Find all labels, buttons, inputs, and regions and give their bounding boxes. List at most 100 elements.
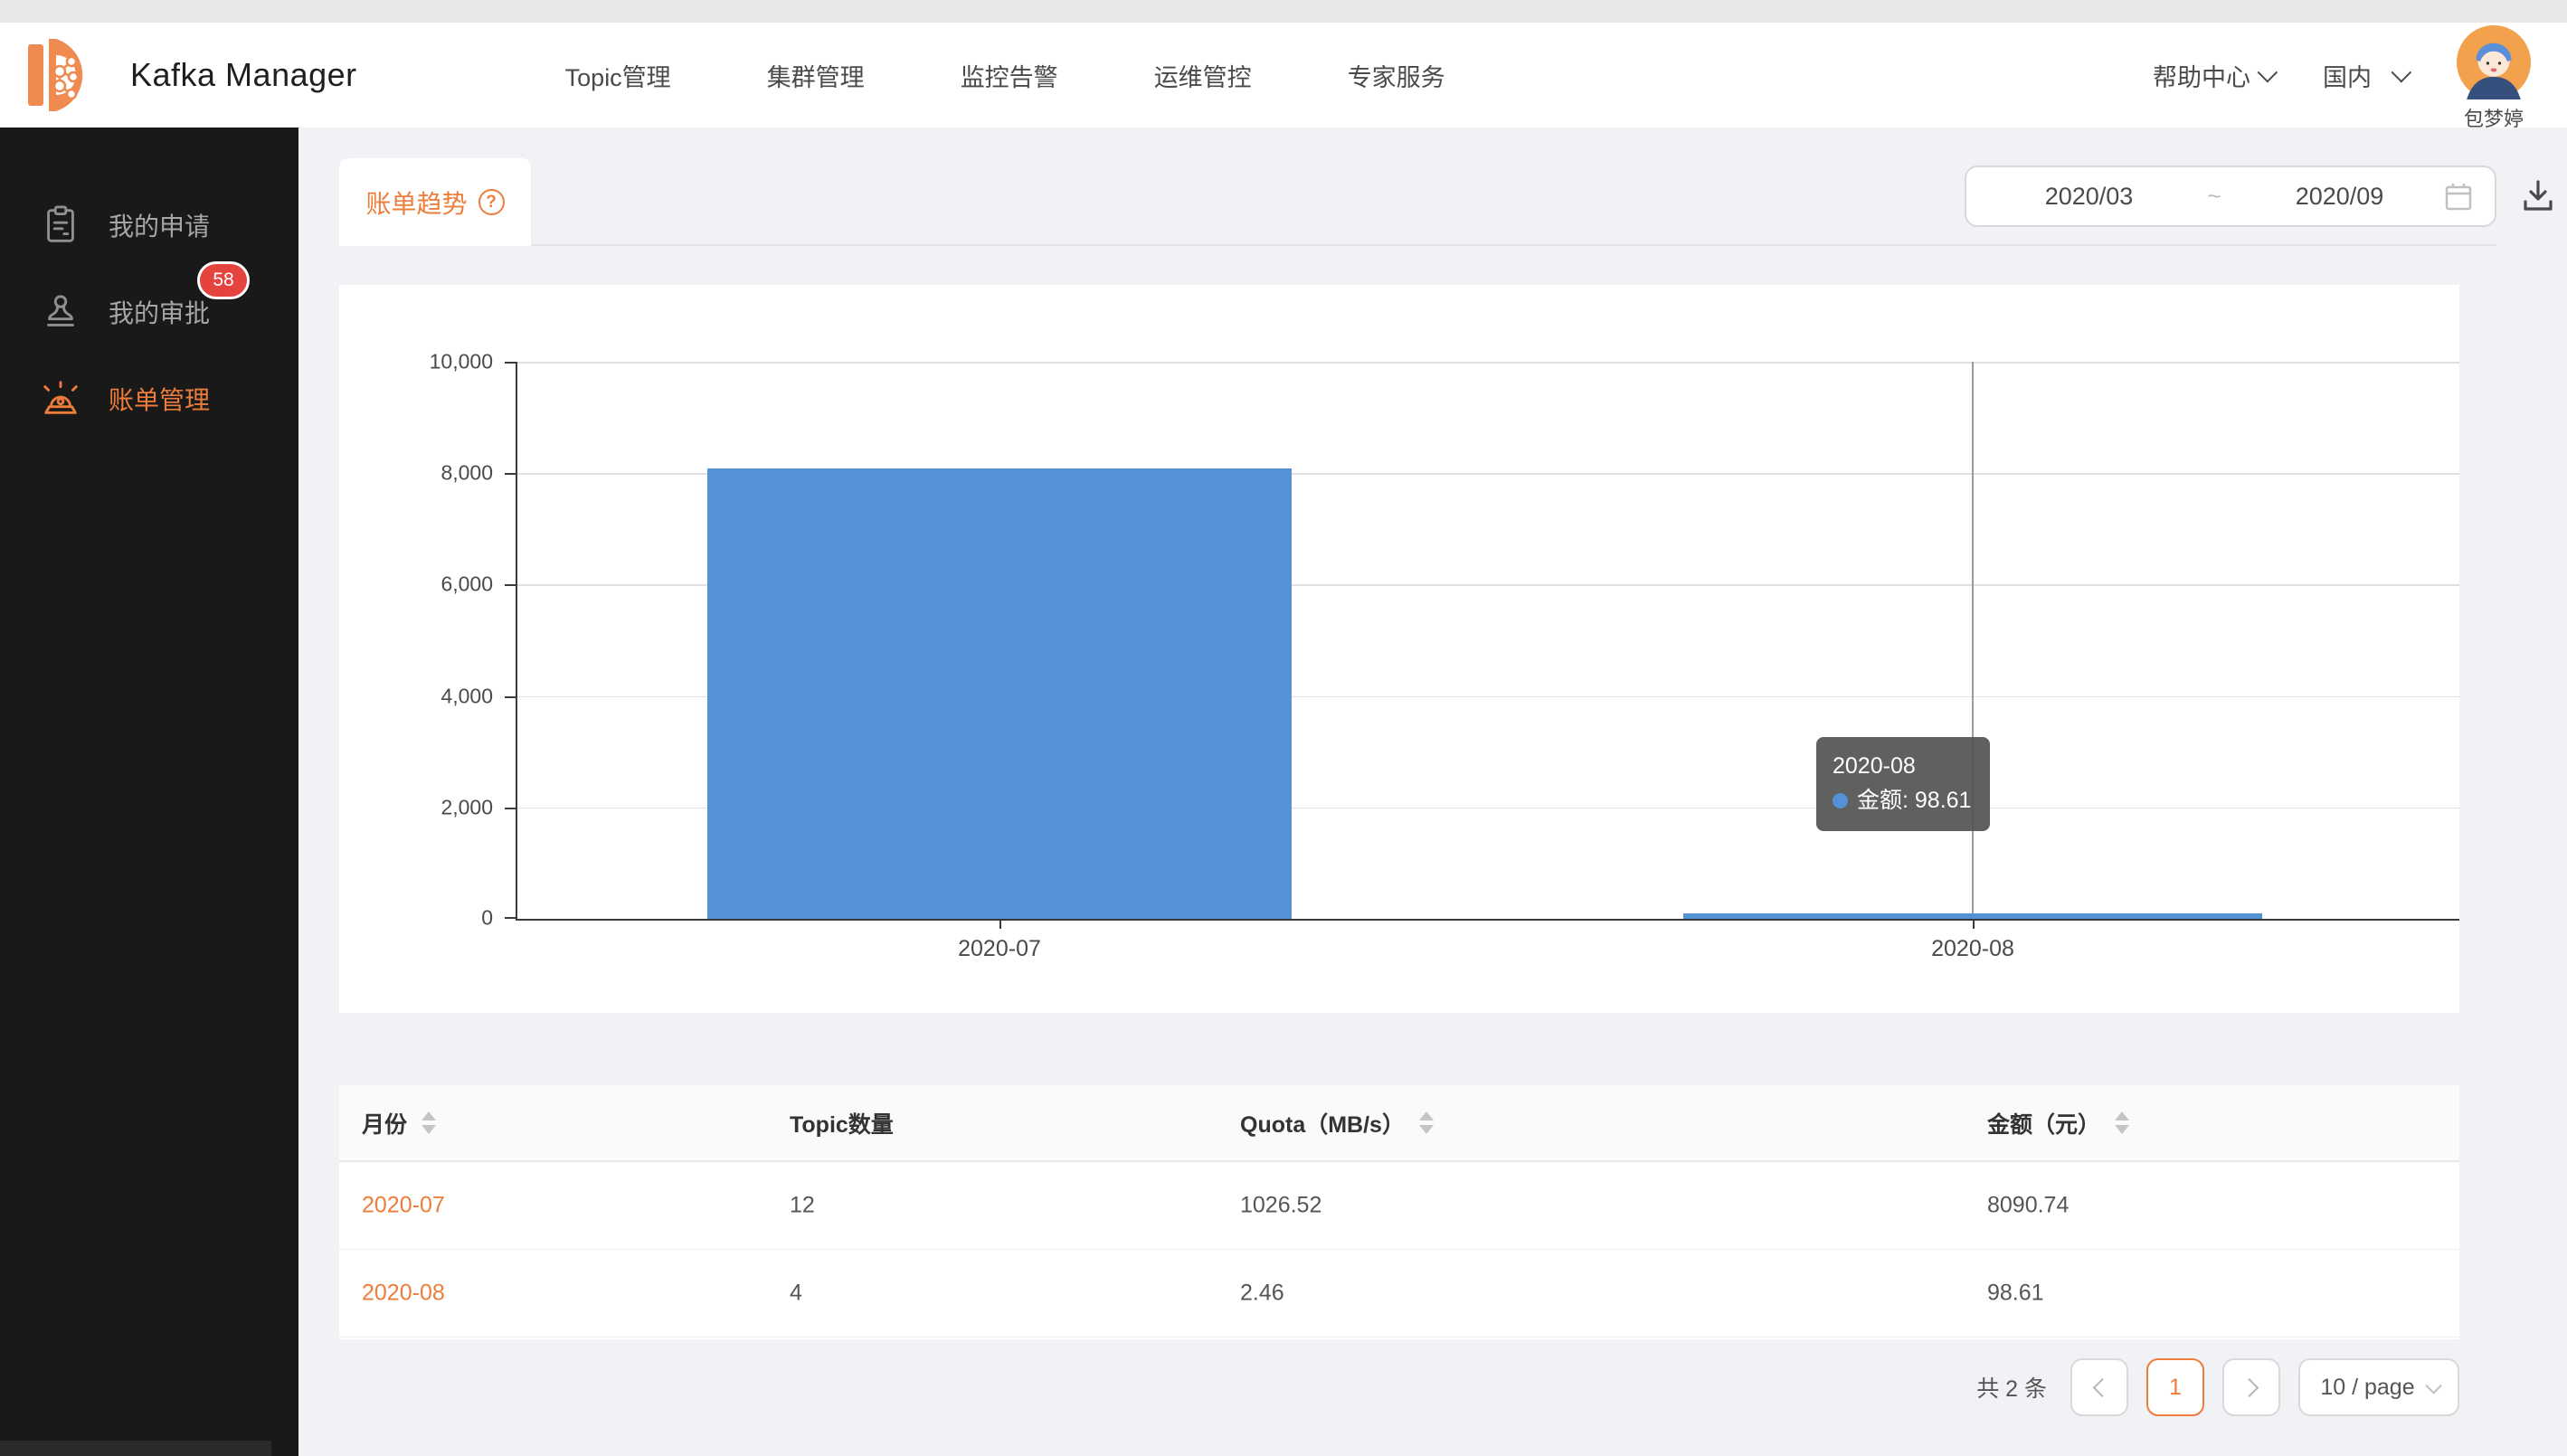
browser-top-strip bbox=[0, 0, 2567, 23]
date-end-value[interactable]: 2020/09 bbox=[2295, 182, 2384, 210]
sort-control[interactable] bbox=[1418, 1111, 1434, 1134]
y-axis-tick bbox=[505, 584, 516, 587]
topic-count-value: 12 bbox=[790, 1192, 815, 1218]
nav-expert-service[interactable]: 专家服务 bbox=[1347, 63, 1445, 91]
caret-down-icon bbox=[2115, 1125, 2130, 1134]
x-axis-line bbox=[516, 919, 2459, 921]
bar-2020-08[interactable] bbox=[1683, 912, 2262, 919]
amount-value: 98.61 bbox=[1987, 1280, 2044, 1306]
chevron-down-icon bbox=[2257, 61, 2278, 83]
tab-divider bbox=[339, 244, 2496, 246]
region-label: 国内 bbox=[2323, 63, 2372, 91]
username: 包梦婷 bbox=[2463, 108, 2524, 130]
app-header: Kafka Manager Topic管理 集群管理 监控告警 运维管控 专家服… bbox=[0, 23, 2567, 130]
chart-tooltip: 2020-08 金额: 98.61 bbox=[1816, 737, 1990, 831]
chart-plot-area: 10,000 8,000 6,000 4,000 2,000 0 2020-07… bbox=[430, 350, 2459, 961]
question-circle-icon[interactable]: ? bbox=[478, 189, 505, 215]
x-axis-label: 2020-08 bbox=[1931, 936, 2014, 961]
gridline bbox=[516, 362, 2459, 364]
download-button[interactable] bbox=[2516, 175, 2560, 218]
region-selector[interactable]: 国内 bbox=[2323, 58, 2412, 93]
column-header-month: 月份 bbox=[362, 1107, 437, 1139]
app-title: Kafka Manager bbox=[130, 56, 357, 93]
table-row: 2020-07 12 1026.52 8090.74 bbox=[339, 1162, 2459, 1250]
clipboard-icon bbox=[47, 205, 74, 242]
page-size-select[interactable]: 10 / page bbox=[2298, 1358, 2459, 1416]
gridline bbox=[516, 584, 2459, 586]
y-axis-label: 0 bbox=[481, 905, 493, 930]
caret-up-icon bbox=[422, 1111, 437, 1120]
nav-topic-management[interactable]: Topic管理 bbox=[564, 63, 671, 91]
app-logo-icon bbox=[24, 32, 110, 118]
sidebar-item-my-approvals[interactable]: 我的审批 58 bbox=[0, 261, 298, 355]
tooltip-value: 金额: 98.61 bbox=[1857, 788, 1972, 813]
caret-down-icon bbox=[1418, 1125, 1434, 1134]
prev-page-button[interactable] bbox=[2070, 1358, 2128, 1416]
y-axis-label: 6,000 bbox=[440, 572, 493, 596]
main-content: 账单趋势 ? 2020/03 ~ 2020/09 bbox=[298, 128, 2567, 1456]
y-axis-label: 8,000 bbox=[440, 460, 493, 485]
sidebar-collapse-bar[interactable] bbox=[0, 1441, 271, 1456]
help-center-menu[interactable]: 帮助中心 bbox=[2153, 58, 2278, 93]
column-header-quota: Quota（MB/s） bbox=[1240, 1107, 1434, 1139]
column-label: 月份 bbox=[362, 1111, 408, 1138]
billing-trend-chart: 10,000 8,000 6,000 4,000 2,000 0 2020-07… bbox=[339, 285, 2459, 1013]
page-size-value: 10 / page bbox=[2320, 1374, 2415, 1400]
series-dot-icon bbox=[1833, 792, 1848, 808]
date-range-separator: ~ bbox=[2207, 182, 2221, 210]
date-range-picker[interactable]: 2020/03 ~ 2020/09 bbox=[1965, 165, 2496, 227]
quota-value: 2.46 bbox=[1240, 1280, 1284, 1306]
calendar-icon bbox=[2445, 184, 2472, 211]
y-axis-tick bbox=[505, 807, 516, 809]
download-icon bbox=[2524, 180, 2553, 211]
tooltip-title: 2020-08 bbox=[1833, 753, 1916, 779]
gridline bbox=[516, 807, 2459, 809]
sort-control[interactable] bbox=[2115, 1111, 2130, 1134]
month-link[interactable]: 2020-08 bbox=[362, 1280, 445, 1306]
y-axis-label: 10,000 bbox=[429, 349, 493, 373]
x-axis-tick bbox=[1973, 921, 1975, 929]
sort-control[interactable] bbox=[422, 1111, 437, 1134]
table-row: 2020-08 4 2.46 98.61 bbox=[339, 1250, 2459, 1338]
y-axis-line bbox=[516, 362, 517, 919]
next-page-button[interactable] bbox=[2222, 1358, 2280, 1416]
caret-up-icon bbox=[1418, 1111, 1434, 1120]
billing-table: 月份 Topic数量 Quota（MB/s） 金额（元） 2020-07 12 … bbox=[339, 1085, 2459, 1339]
nav-monitoring-alerts[interactable]: 监控告警 bbox=[960, 63, 1058, 91]
top-nav: Topic管理 集群管理 监控告警 运维管控 专家服务 bbox=[565, 58, 1445, 93]
quota-value: 1026.52 bbox=[1240, 1192, 1322, 1218]
topic-count-value: 4 bbox=[790, 1280, 802, 1306]
tab-billing-trend[interactable]: 账单趋势 ? bbox=[339, 158, 531, 246]
month-link[interactable]: 2020-07 bbox=[362, 1192, 445, 1218]
y-axis-tick bbox=[505, 695, 516, 698]
stamp-icon bbox=[47, 295, 74, 326]
y-axis-label: 2,000 bbox=[440, 795, 493, 819]
column-header-amount: 金额（元） bbox=[1987, 1107, 2130, 1139]
date-start-value[interactable]: 2020/03 bbox=[2044, 182, 2134, 210]
gridline bbox=[516, 695, 2459, 698]
chevron-down-icon bbox=[2425, 1376, 2442, 1395]
tab-label: 账单趋势 bbox=[365, 189, 468, 218]
column-label: Quota（MB/s） bbox=[1240, 1111, 1405, 1138]
column-label: 金额（元） bbox=[1987, 1111, 2101, 1138]
chevron-left-icon bbox=[2092, 1377, 2112, 1397]
x-axis-tick bbox=[999, 921, 1001, 929]
nav-ops-control[interactable]: 运维管控 bbox=[1153, 63, 1252, 91]
bar-2020-07[interactable] bbox=[707, 468, 1292, 919]
approvals-count-badge: 58 bbox=[197, 261, 250, 299]
y-axis-tick bbox=[505, 473, 516, 476]
tooltip-crosshair-line bbox=[1972, 362, 1974, 919]
y-axis-tick bbox=[505, 917, 516, 919]
page-1-button[interactable]: 1 bbox=[2146, 1358, 2204, 1416]
avatar bbox=[2457, 25, 2531, 99]
pagination: 共 2 条 1 10 / page bbox=[339, 1357, 2459, 1417]
y-axis-label: 4,000 bbox=[440, 684, 493, 708]
nav-cluster-management[interactable]: 集群管理 bbox=[766, 63, 865, 91]
sidebar: 我的申请 我的审批 58 账单管理 bbox=[0, 128, 298, 1456]
user-menu[interactable]: 包梦婷 bbox=[2457, 25, 2531, 132]
column-label: Topic数量 bbox=[790, 1111, 894, 1138]
sidebar-item-billing-management[interactable]: 账单管理 bbox=[0, 355, 298, 442]
column-header-topic-count: Topic数量 bbox=[790, 1107, 894, 1139]
sidebar-item-my-applications[interactable]: 我的申请 bbox=[0, 182, 298, 269]
caret-up-icon bbox=[2115, 1111, 2130, 1120]
